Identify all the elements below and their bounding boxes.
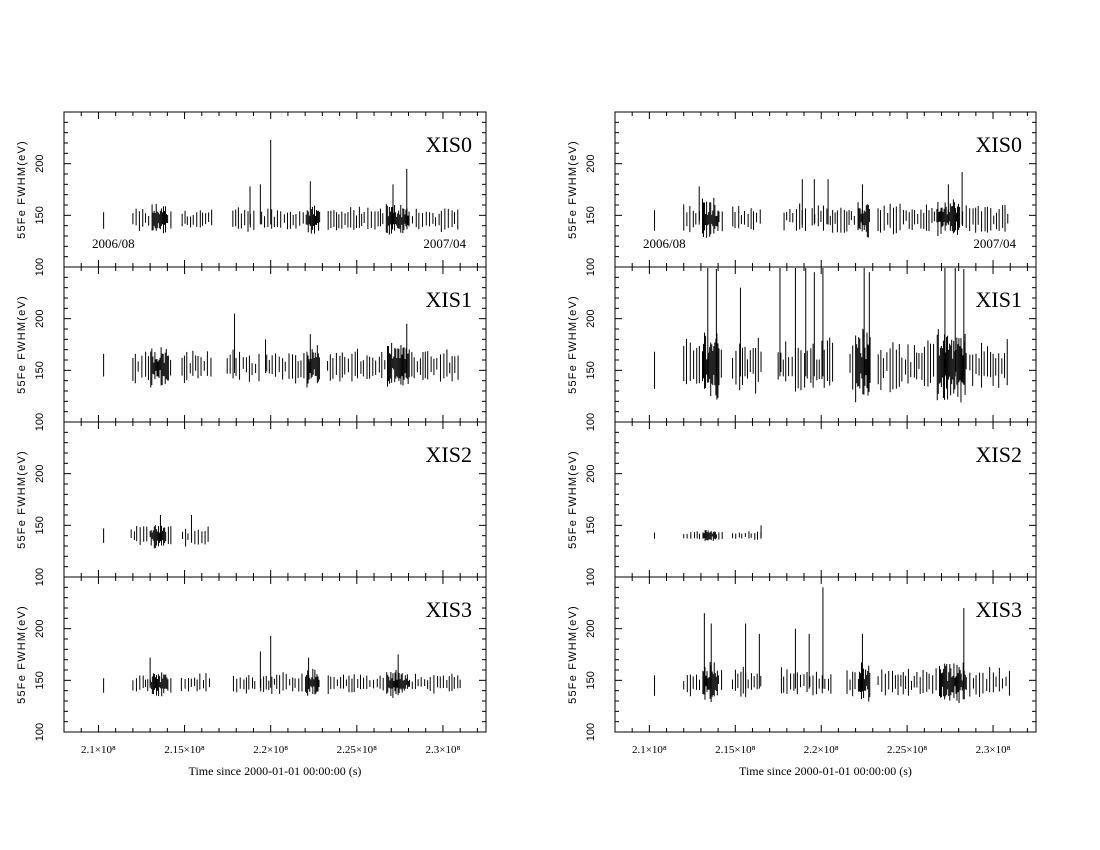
data-series <box>103 635 461 698</box>
panel-frame <box>63 576 487 733</box>
y-tick-label: 100 <box>585 258 597 276</box>
data-series <box>103 313 459 388</box>
y-axis-label: 55Fe FWHM(eV) <box>16 450 28 549</box>
panel-label: XIS1 <box>426 287 472 312</box>
panel-label: XIS0 <box>426 132 472 157</box>
y-tick-label: 100 <box>585 413 597 431</box>
y-tick-label: 150 <box>34 516 46 534</box>
data-series <box>654 525 762 541</box>
x-tick-label: 2.1×10⁸ <box>632 744 667 756</box>
x-tick-label: 2.25×10⁸ <box>887 744 927 756</box>
panel-label: XIS2 <box>976 442 1022 467</box>
x-tick-label: 2.15×10⁸ <box>164 744 204 756</box>
panel-xis0: 100 150 200 55Fe FWHM(eV) XIS0 2006/08 2007/04 <box>567 111 1037 276</box>
panel-label: XIS3 <box>976 597 1022 622</box>
y-tick-label: 100 <box>585 568 597 586</box>
y-axis-label: 55Fe FWHM(eV) <box>567 450 579 549</box>
data-series <box>654 587 1010 704</box>
date-annotation-end: 2007/04 <box>973 236 1016 251</box>
x-tick-label: 2.15×10⁸ <box>715 744 755 756</box>
y-tick-label: 100 <box>34 723 46 741</box>
y-tick-label: 200 <box>585 309 597 327</box>
y-tick-label: 100 <box>34 568 46 586</box>
x-tick-label: 2.2×10⁸ <box>804 744 839 756</box>
x-axis-label: Time since 2000-01-01 00:00:00 (s) <box>189 764 362 778</box>
panel-xis1: 100 150 200 55Fe FWHM(eV) XIS1 <box>567 266 1037 431</box>
chart-column-right: 100 150 200 55Fe FWHM(eV) XIS0 2006/08 2007/04… <box>567 111 1037 778</box>
date-annotation-start: 2006/08 <box>643 236 686 251</box>
y-tick-label: 200 <box>34 464 46 482</box>
y-tick-label: 150 <box>585 516 597 534</box>
y-tick-label: 200 <box>585 154 597 172</box>
panel-frame <box>614 576 1037 733</box>
y-tick-label: 200 <box>34 619 46 637</box>
y-axis-label: 55Fe FWHM(eV) <box>16 140 28 239</box>
y-axis-label: 55Fe FWHM(eV) <box>16 605 28 704</box>
x-axis-label: Time since 2000-01-01 00:00:00 (s) <box>739 764 912 778</box>
panel-frame <box>63 266 487 423</box>
x-tick-label: 2.3×10⁸ <box>976 744 1011 756</box>
y-tick-label: 150 <box>34 361 46 379</box>
data-series <box>103 515 209 549</box>
y-tick-label: 100 <box>585 723 597 741</box>
data-series <box>654 268 1008 403</box>
panel-xis3: 100 150 200 55Fe FWHM(eV) XIS3 2.1×10⁸ 2.15×10… <box>567 576 1037 778</box>
panel-xis2: 100 150 200 55Fe FWHM(eV) XIS2 <box>16 421 487 586</box>
chart-column-left: 100 150 200 55Fe FWHM(eV) XIS0 2006/08 2007/04… <box>16 111 487 778</box>
x-tick-label: 2.2×10⁸ <box>253 744 288 756</box>
x-tick-label: 2.1×10⁸ <box>81 744 116 756</box>
y-tick-label: 200 <box>34 154 46 172</box>
y-tick-label: 200 <box>585 464 597 482</box>
y-tick-label: 100 <box>34 258 46 276</box>
panel-frame <box>614 421 1037 578</box>
y-tick-label: 150 <box>585 206 597 224</box>
panel-label: XIS2 <box>426 442 472 467</box>
y-tick-label: 200 <box>34 309 46 327</box>
x-tick-label: 2.25×10⁸ <box>337 744 377 756</box>
y-tick-label: 150 <box>585 361 597 379</box>
y-tick-label: 150 <box>585 671 597 689</box>
y-axis-label: 55Fe FWHM(eV) <box>567 605 579 704</box>
y-tick-label: 150 <box>34 206 46 224</box>
y-axis-label: 55Fe FWHM(eV) <box>16 295 28 394</box>
data-series <box>103 139 459 235</box>
date-annotation-end: 2007/04 <box>423 236 466 251</box>
panel-label: XIS3 <box>426 597 472 622</box>
panel-label: XIS0 <box>976 132 1022 157</box>
date-annotation-start: 2006/08 <box>92 236 135 251</box>
panel-frame <box>614 266 1037 423</box>
y-tick-label: 200 <box>585 619 597 637</box>
y-axis-label: 55Fe FWHM(eV) <box>567 295 579 394</box>
panel-xis0: 100 150 200 55Fe FWHM(eV) XIS0 2006/08 2007/04 <box>16 111 487 276</box>
panel-frame <box>63 421 487 578</box>
x-tick-label: 2.3×10⁸ <box>426 744 461 756</box>
panel-xis1: 100 150 200 55Fe FWHM(eV) XIS1 <box>16 266 487 431</box>
panel-xis3: 100 150 200 55Fe FWHM(eV) XIS3 2.1×10⁸ 2.15×10… <box>16 576 487 778</box>
panel-xis2: 100 150 200 55Fe FWHM(eV) XIS2 <box>567 421 1037 586</box>
panel-label: XIS1 <box>976 287 1022 312</box>
y-tick-label: 100 <box>34 413 46 431</box>
y-axis-label: 55Fe FWHM(eV) <box>567 140 579 239</box>
y-tick-label: 150 <box>34 671 46 689</box>
data-series <box>654 171 1009 238</box>
